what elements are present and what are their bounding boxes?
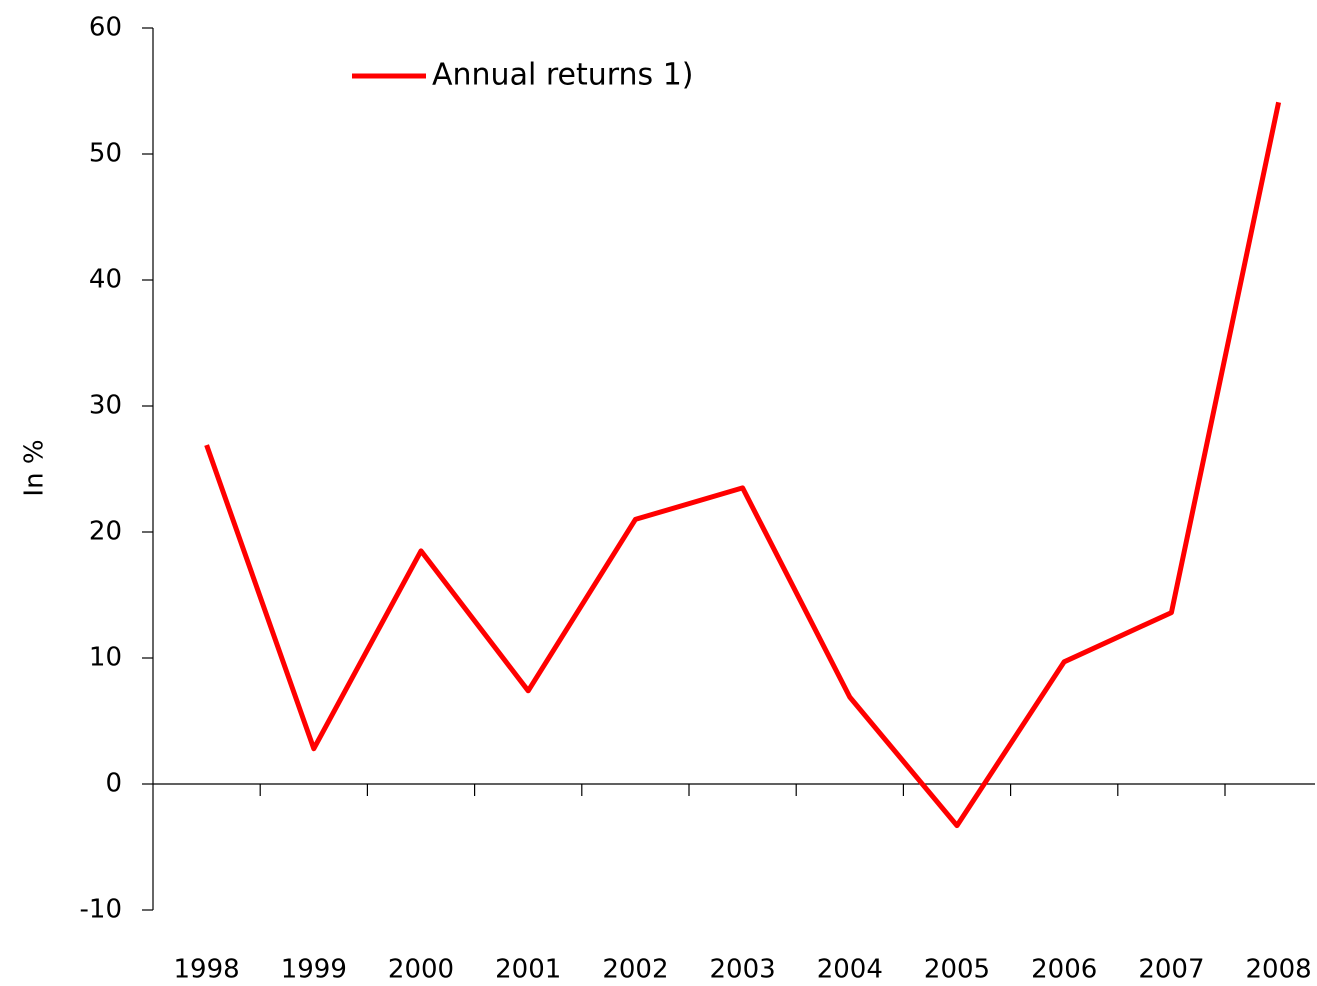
y-tick-label: 30 xyxy=(89,391,122,421)
y-axis-label: In % xyxy=(20,439,50,496)
x-tick-label: 2006 xyxy=(1031,955,1097,985)
x-tick-label: 2005 xyxy=(924,955,990,985)
legend-label: Annual returns 1) xyxy=(432,58,694,93)
x-tick-label: 2007 xyxy=(1138,955,1204,985)
x-tick-label: 1998 xyxy=(174,955,240,985)
x-tick-label: 2008 xyxy=(1246,955,1312,985)
y-tick-label: -10 xyxy=(80,895,122,925)
x-tick-label: 2003 xyxy=(710,955,776,985)
x-tick-label: 2000 xyxy=(388,955,454,985)
x-tick-label: 1999 xyxy=(281,955,347,985)
y-tick-label: 10 xyxy=(89,643,122,673)
x-tick-label: 2002 xyxy=(602,955,668,985)
y-tick-label: 40 xyxy=(89,265,122,295)
y-tick-label: 0 xyxy=(105,769,122,799)
y-tick-label: 20 xyxy=(89,517,122,547)
data-line xyxy=(204,101,1282,829)
x-tick-label: 2004 xyxy=(817,955,883,985)
y-tick-label: 60 xyxy=(89,13,122,43)
y-tick-label: 50 xyxy=(89,139,122,169)
x-tick-label: 2001 xyxy=(495,955,561,985)
